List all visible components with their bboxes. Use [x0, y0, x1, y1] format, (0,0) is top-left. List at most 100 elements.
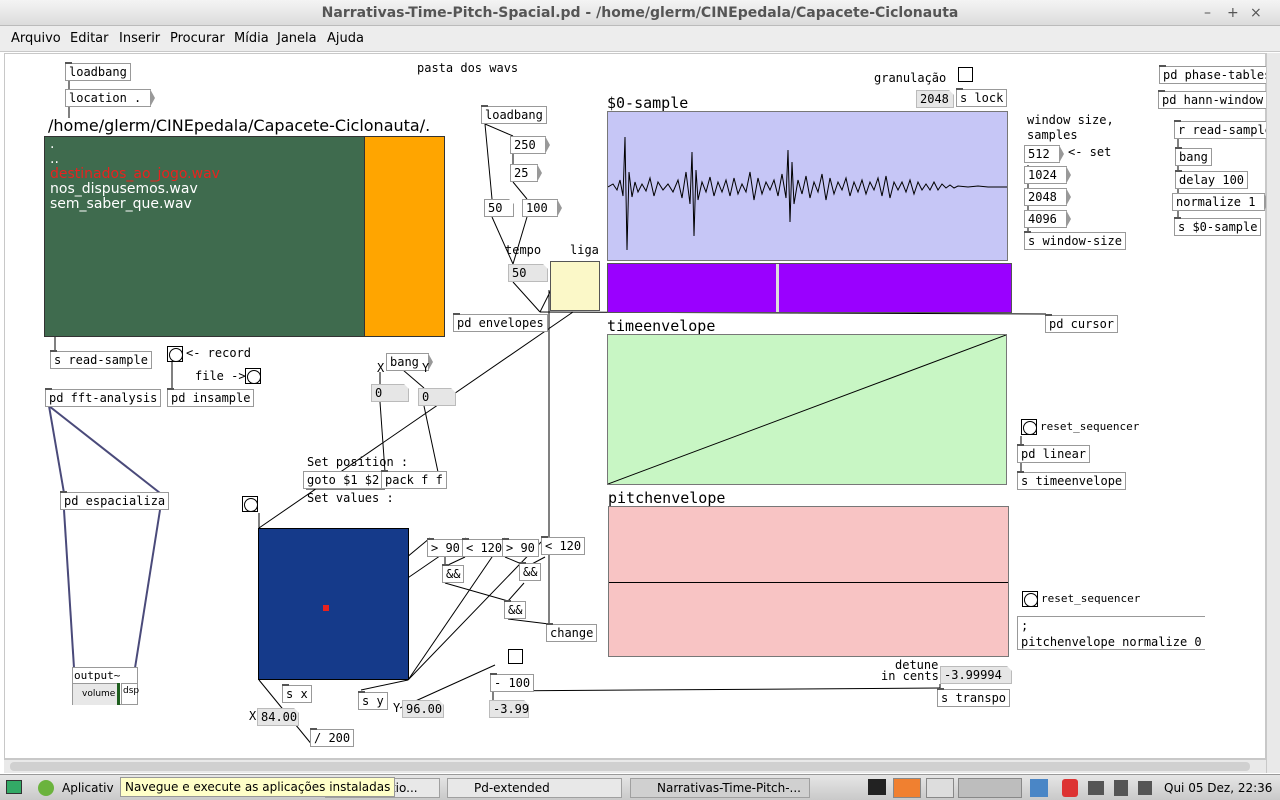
grid-cursor-point[interactable] — [323, 605, 329, 611]
delay-100-object[interactable]: delay 100 — [1175, 170, 1249, 189]
gt-90-object-b[interactable]: > 90 — [502, 538, 539, 557]
volume-icon[interactable] — [1088, 781, 1104, 795]
pd-icon[interactable] — [926, 778, 954, 798]
horizontal-scroll-thumb[interactable] — [10, 762, 1250, 771]
file-item-selected[interactable]: destinados_ao_jogo.wav — [50, 166, 220, 182]
pd-hann-window-object[interactable]: pd hann-window — [1158, 90, 1268, 109]
number-50a[interactable]: 50 — [484, 199, 514, 217]
liga-toggle[interactable] — [550, 261, 600, 311]
close-button[interactable]: × — [1250, 5, 1262, 21]
file-item[interactable]: sem_saber_que.wav — [50, 196, 192, 212]
signal-icon[interactable] — [1114, 780, 1128, 796]
number-x-random[interactable]: 0 — [371, 384, 409, 402]
tempo-number[interactable]: 50 — [508, 264, 548, 282]
workspace-switcher[interactable] — [958, 778, 1022, 798]
s-read-sample-object[interactable]: s read-sample — [50, 350, 152, 369]
pitch-toggle[interactable] — [508, 649, 523, 664]
msg-4096[interactable]: 4096 — [1024, 210, 1071, 228]
reset-sequencer-bang-1[interactable] — [1021, 419, 1037, 435]
s-x-object[interactable]: s x — [282, 684, 312, 703]
file-list[interactable]: . .. destinados_ao_jogo.wav nos_dispusem… — [44, 136, 365, 337]
and-object-2[interactable]: && — [519, 562, 542, 581]
lt-120-object-a[interactable]: < 120 — [462, 538, 507, 557]
file-browser[interactable]: /home/glerm/CINEpedala/Capacete-Ciclonau… — [44, 116, 445, 337]
and-object-3[interactable]: && — [504, 600, 527, 619]
menu-arquivo[interactable]: Arquivo — [11, 31, 61, 46]
x-value-number[interactable]: 84.00 — [257, 708, 299, 726]
s-timeenvelope-object[interactable]: s timeenvelope — [1017, 471, 1127, 490]
vertical-scrollbar[interactable] — [1266, 53, 1280, 773]
loadbang-object-1[interactable]: loadbang — [65, 62, 131, 81]
apps-menu-label[interactable]: Aplicativ — [62, 781, 114, 795]
output-abstraction[interactable]: output~ volume dsp — [72, 667, 139, 705]
change-object[interactable]: change — [546, 623, 598, 642]
menu-logo-icon[interactable] — [38, 780, 54, 796]
time-envelope-array[interactable] — [607, 334, 1007, 485]
normalize-message[interactable]: normalize 1 — [1172, 193, 1270, 211]
menu-midia[interactable]: Mídia — [234, 31, 269, 46]
menu-inserir[interactable]: Inserir — [119, 31, 161, 46]
msg-2048[interactable]: 2048 — [1024, 188, 1071, 206]
granulacao-number[interactable]: 2048 — [916, 90, 954, 108]
detune-number[interactable]: -3.99994 — [940, 666, 1012, 684]
pd-linear-object[interactable]: pd linear — [1017, 444, 1091, 463]
msg-250[interactable]: 250 — [510, 136, 550, 154]
show-desktop-icon[interactable] — [6, 780, 22, 794]
pd-phase-tables-object[interactable]: pd phase-tables — [1159, 65, 1276, 84]
msg-25[interactable]: 25 — [510, 164, 543, 182]
network-icon[interactable] — [1030, 779, 1048, 797]
menu-editar[interactable]: Editar — [70, 31, 109, 46]
volume-slider[interactable]: volume — [73, 683, 117, 705]
s-window-size-object[interactable]: s window-size — [1024, 231, 1126, 250]
s-y-object[interactable]: s y — [358, 691, 388, 710]
terminal-icon[interactable] — [868, 779, 886, 795]
r-read-sample-object[interactable]: r read-sample — [1174, 120, 1276, 139]
cursor-slider-handle[interactable] — [776, 264, 779, 312]
minimize-button[interactable]: – — [1204, 5, 1211, 21]
firefox-icon[interactable] — [893, 778, 921, 798]
div-200-object[interactable]: / 200 — [310, 728, 355, 747]
menu-ajuda[interactable]: Ajuda — [327, 31, 364, 46]
goto-message[interactable]: goto $1 $2 — [303, 471, 394, 489]
dsp-toggle[interactable]: dsp — [121, 683, 139, 705]
sample-array[interactable] — [607, 111, 1008, 261]
maximize-button[interactable]: + — [1227, 5, 1239, 21]
file-item[interactable]: . — [50, 136, 55, 152]
minus-399-number[interactable]: -3.99 — [489, 700, 529, 718]
pd-cursor-object[interactable]: pd cursor — [1045, 314, 1119, 333]
file-browser-scrollbar[interactable] — [364, 136, 445, 337]
bang-object[interactable]: bang — [1175, 147, 1212, 166]
clock[interactable]: Qui 05 Dez, 22:36 — [1164, 781, 1273, 795]
gt-90-object-a[interactable]: > 90 — [427, 538, 464, 557]
xy-grid[interactable] — [258, 528, 409, 680]
shield-icon[interactable] — [1062, 779, 1078, 797]
s-lock-object[interactable]: s lock — [956, 88, 1008, 107]
battery-icon[interactable] — [1138, 781, 1152, 795]
lt-120-object-b[interactable]: < 120 — [541, 536, 586, 555]
menu-procurar[interactable]: Procurar — [170, 31, 225, 46]
msg-100[interactable]: 100 — [522, 199, 562, 217]
task-pd-extended[interactable]: Pd-extended — [447, 778, 622, 798]
task-patch[interactable]: Narrativas-Time-Pitch-... — [630, 778, 810, 798]
pd-insample-object[interactable]: pd insample — [167, 388, 255, 407]
pitchenvelope-normalize-message[interactable]: ; pitchenvelope normalize 0 — [1017, 616, 1205, 650]
pd-envelopes-object[interactable]: pd envelopes — [453, 313, 548, 332]
file-item[interactable]: nos_dispusemos.wav — [50, 181, 198, 197]
s-transpo-object[interactable]: s transpo — [937, 688, 1011, 707]
s-sample-object[interactable]: s $0-sample — [1174, 217, 1262, 236]
grid-bang[interactable] — [242, 496, 258, 512]
bang-message[interactable]: bang — [386, 353, 433, 371]
and-object-1[interactable]: && — [442, 564, 465, 583]
reset-sequencer-bang-2[interactable] — [1022, 591, 1038, 607]
file-bang[interactable] — [245, 368, 261, 384]
number-y-random[interactable]: 0 — [418, 388, 456, 406]
pitch-envelope-array[interactable] — [608, 506, 1009, 657]
record-bang[interactable] — [167, 346, 183, 362]
horizontal-scrollbar[interactable] — [4, 759, 1266, 773]
minus-100-object[interactable]: - 100 — [490, 673, 535, 692]
pd-espacializa-object[interactable]: pd espacializa — [60, 491, 170, 510]
granulacao-toggle[interactable] — [958, 67, 973, 82]
cursor-slider[interactable] — [607, 263, 1012, 313]
menu-janela[interactable]: Janela — [277, 31, 317, 46]
pack-object[interactable]: pack f f — [381, 470, 447, 489]
